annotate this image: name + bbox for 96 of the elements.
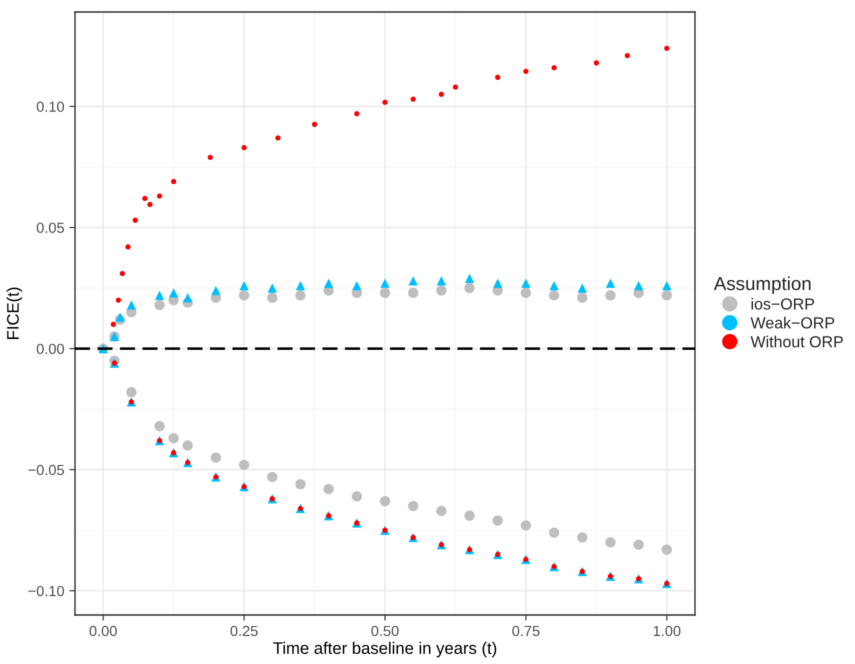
point [183, 293, 192, 302]
point [267, 472, 278, 482]
point [436, 506, 447, 516]
point [577, 532, 588, 543]
point [110, 322, 116, 327]
point [408, 276, 418, 286]
x-tick-label: 0.00 [90, 626, 117, 636]
point [382, 100, 388, 105]
point [126, 387, 137, 398]
point [605, 537, 616, 548]
point [523, 68, 529, 74]
point [520, 520, 532, 531]
point [606, 278, 616, 288]
y-tick-label: −0.05 [28, 464, 64, 476]
point [452, 84, 458, 90]
point [495, 74, 500, 80]
point [324, 278, 334, 288]
point [520, 288, 532, 298]
point [493, 278, 502, 288]
point [182, 440, 193, 451]
point [492, 515, 503, 526]
y-axis-title: FICE(t) [6, 288, 22, 339]
point [521, 278, 531, 288]
point [438, 92, 444, 97]
point [662, 544, 672, 555]
point [171, 178, 176, 184]
point [126, 300, 136, 310]
point [154, 290, 164, 300]
point [380, 278, 390, 288]
point [208, 154, 213, 160]
point [116, 298, 121, 303]
point [548, 528, 560, 538]
point [436, 276, 446, 286]
x-tick-label: 0.75 [512, 626, 540, 636]
point [154, 420, 165, 432]
y-tick-label: −0.10 [28, 586, 64, 596]
point [464, 510, 475, 521]
point [296, 280, 306, 290]
legend-label: Weak−ORP [750, 316, 834, 329]
point [267, 292, 278, 303]
point [154, 300, 165, 310]
legend-label: Without ORP [750, 336, 843, 348]
x-tick-label: 0.25 [230, 626, 258, 636]
x-axis-title: Time after baseline in years (t) [273, 642, 496, 658]
point [549, 280, 559, 290]
point [312, 122, 318, 127]
point [132, 218, 138, 223]
point [275, 135, 281, 141]
point [410, 96, 416, 102]
x-tick-label: 0.50 [371, 626, 399, 636]
point [211, 286, 221, 296]
point [120, 270, 125, 276]
point [239, 280, 249, 290]
point [354, 111, 360, 116]
point [408, 500, 418, 512]
point [142, 196, 148, 202]
point [115, 312, 125, 322]
point [634, 280, 644, 290]
point [664, 46, 670, 51]
y-tick-label: 0.10 [36, 102, 64, 112]
point [594, 60, 599, 66]
point [605, 290, 616, 300]
point [380, 496, 390, 506]
legend-label: ios−ORP [752, 298, 814, 310]
point [464, 274, 474, 284]
legend-title: Assumption [714, 276, 811, 294]
point [241, 145, 247, 150]
point [662, 280, 672, 290]
point [633, 540, 644, 550]
x-tick-label: 1.00 [654, 626, 680, 636]
point [380, 288, 390, 298]
point [238, 460, 250, 470]
point [624, 52, 630, 58]
point [551, 65, 557, 70]
point [577, 292, 588, 303]
point [210, 452, 222, 463]
point [295, 479, 306, 490]
point [156, 193, 162, 199]
point [436, 285, 447, 296]
point [352, 280, 362, 290]
point [548, 290, 560, 300]
point [125, 244, 131, 250]
y-tick-label: 0.00 [36, 344, 64, 354]
point [295, 290, 306, 300]
point [662, 290, 672, 300]
point [147, 202, 153, 208]
point [464, 282, 475, 294]
point [168, 433, 179, 444]
point [268, 283, 277, 293]
point [323, 484, 334, 494]
point [578, 283, 587, 293]
point [352, 491, 362, 502]
point [168, 288, 178, 298]
point [408, 288, 418, 298]
y-tick-label: 0.05 [36, 222, 64, 233]
point [238, 290, 250, 300]
